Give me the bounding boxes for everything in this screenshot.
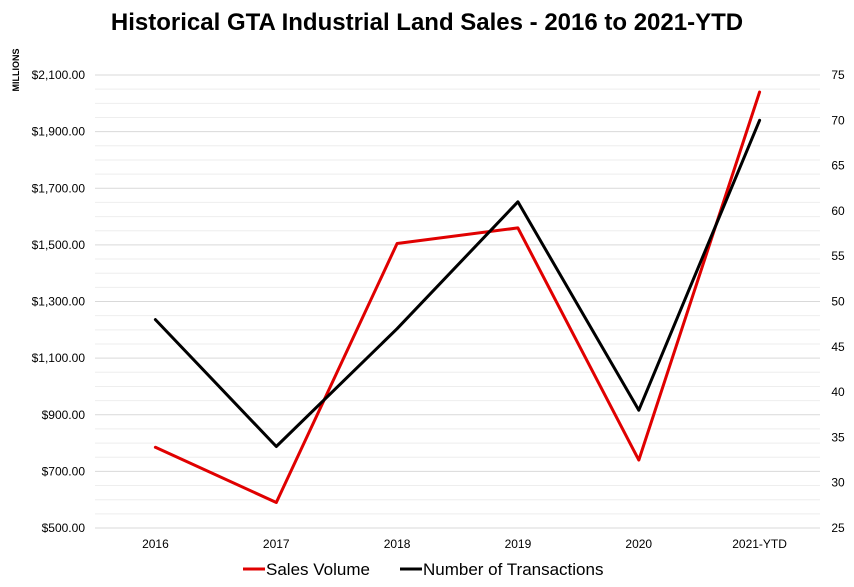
gridlines [95, 74, 820, 529]
left-axis-ticks: $500.00 $700.00 $900.00 $1,100.00 $1,300.00 $… [32, 68, 86, 535]
right-tick-label: 70 [831, 113, 845, 127]
left-tick-label: $1,300.00 [32, 295, 86, 309]
right-tick-label: 65 [831, 159, 845, 173]
x-tick-label: 2018 [384, 537, 411, 551]
left-tick-label: $1,100.00 [32, 351, 86, 365]
right-tick-label: 30 [831, 476, 845, 490]
right-tick-label: 60 [831, 204, 845, 218]
x-tick-label: 2017 [263, 537, 290, 551]
chart-title: Historical GTA Industrial Land Sales - 2… [111, 9, 743, 36]
x-tick-label: 2020 [625, 537, 652, 551]
left-tick-label: $900.00 [42, 408, 86, 422]
y-axis-left-title: MILLIONS [11, 49, 21, 92]
legend-label: Sales Volume [266, 560, 370, 579]
series-lines [153, 90, 762, 504]
x-tick-label: 2019 [505, 537, 532, 551]
legend: Sales Volume Number of Transactions [243, 560, 603, 579]
right-tick-label: 75 [831, 68, 845, 82]
left-tick-label: $1,500.00 [32, 238, 86, 252]
right-tick-label: 40 [831, 385, 845, 399]
x-tick-label: 2021-YTD [732, 537, 787, 551]
left-tick-label: $700.00 [42, 464, 86, 478]
right-tick-label: 25 [831, 521, 845, 535]
left-tick-label: $2,100.00 [32, 68, 86, 82]
series-line-number-of-transactions [153, 118, 762, 448]
left-tick-label: $500.00 [42, 521, 86, 535]
series-line-sales-volume [153, 90, 762, 504]
right-axis-ticks: 25 30 35 40 45 50 55 60 65 70 75 [831, 68, 845, 535]
right-tick-label: 45 [831, 340, 845, 354]
right-tick-label: 35 [831, 430, 845, 444]
x-tick-label: 2016 [142, 537, 169, 551]
x-axis-ticks: 2016 2017 2018 2019 2020 2021-YTD [142, 537, 787, 551]
right-tick-label: 50 [831, 295, 845, 309]
left-tick-label: $1,900.00 [32, 125, 86, 139]
left-tick-label: $1,700.00 [32, 181, 86, 195]
right-tick-label: 55 [831, 249, 845, 263]
legend-label: Number of Transactions [423, 560, 603, 579]
